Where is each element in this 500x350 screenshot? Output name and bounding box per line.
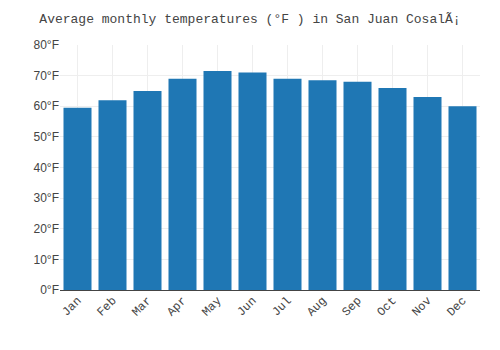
svg-text:Sep: Sep bbox=[339, 294, 364, 319]
svg-text:80°F: 80°F bbox=[34, 38, 59, 52]
svg-text:Feb: Feb bbox=[94, 294, 119, 319]
svg-text:Nov: Nov bbox=[409, 294, 434, 319]
svg-text:40°F: 40°F bbox=[34, 161, 59, 175]
svg-text:Jul: Jul bbox=[269, 294, 294, 319]
svg-text:20°F: 20°F bbox=[34, 222, 59, 236]
svg-text:Aug: Aug bbox=[304, 294, 329, 319]
svg-text:Jan: Jan bbox=[59, 294, 84, 319]
svg-text:Oct: Oct bbox=[374, 294, 399, 319]
svg-text:Mar: Mar bbox=[129, 294, 154, 319]
svg-text:Average monthly temperatures (: Average monthly temperatures (°F ) in Sa… bbox=[39, 12, 460, 27]
svg-text:Jun: Jun bbox=[234, 294, 259, 319]
svg-text:Apr: Apr bbox=[164, 294, 189, 319]
svg-text:70°F: 70°F bbox=[34, 69, 59, 83]
svg-text:30°F: 30°F bbox=[34, 191, 59, 205]
svg-text:0°F: 0°F bbox=[40, 283, 59, 297]
svg-text:Dec: Dec bbox=[444, 294, 469, 319]
svg-text:50°F: 50°F bbox=[34, 130, 59, 144]
svg-text:10°F: 10°F bbox=[34, 253, 59, 267]
svg-text:May: May bbox=[199, 294, 224, 319]
svg-text:60°F: 60°F bbox=[34, 99, 59, 113]
